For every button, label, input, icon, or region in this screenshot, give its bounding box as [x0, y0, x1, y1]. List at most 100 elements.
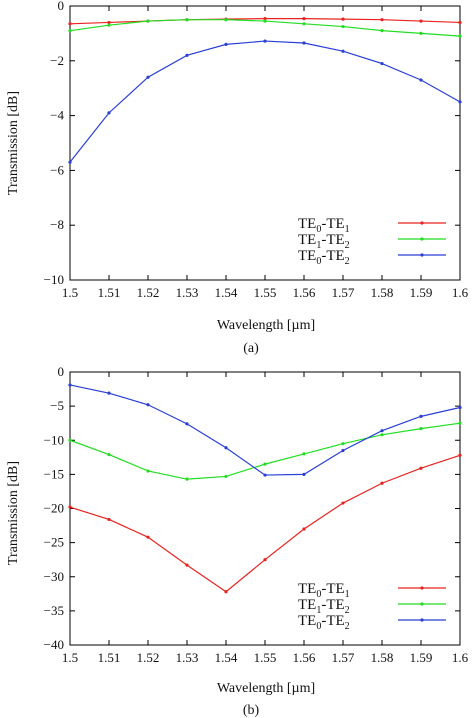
data-point-te1-te2	[458, 421, 462, 425]
data-point-te1-te2	[341, 442, 345, 446]
data-point-te0-te1	[341, 501, 345, 505]
series-line-te0-te2	[69, 40, 461, 163]
data-point-te1-te2	[263, 19, 267, 23]
data-point-te0-te2	[146, 403, 150, 407]
data-point-te1-te2	[107, 23, 111, 27]
x-tick-label: 1.54	[215, 285, 238, 300]
data-point-te1-te2	[185, 18, 189, 22]
x-tick-label: 1.51	[98, 650, 121, 665]
x-tick-label: 1.55	[254, 285, 277, 300]
x-tick-label: 1.53	[176, 650, 199, 665]
data-point-te0-te1	[341, 17, 345, 21]
data-point-te0-te2	[380, 61, 384, 66]
data-point-te1-te2	[224, 474, 228, 479]
y-ticks-group: 0 −5 −10 −15 −20 −25 −30 −35 −40	[44, 364, 460, 652]
data-point-te0-te2	[185, 422, 189, 426]
data-point-te1-te2	[263, 462, 267, 466]
data-point-te0-te2	[341, 49, 345, 53]
data-point-te1-te2	[302, 22, 306, 26]
x-tick-label: 1.59	[410, 285, 433, 300]
data-point-te0-te2	[224, 446, 228, 450]
data-point-te0-te2	[185, 53, 189, 57]
y-tick-label: −25	[44, 535, 64, 550]
x-tick-label: 1.58	[371, 285, 394, 300]
data-point-te1-te2	[68, 438, 72, 442]
x-tick-label: 1.56	[293, 285, 316, 300]
data-point-te0-te1	[224, 590, 228, 594]
x-tick-label: 1.6	[452, 285, 469, 300]
y-tick-label: −8	[50, 217, 64, 232]
x-tick-label: 1.57	[332, 650, 355, 665]
y-tick-label: −35	[44, 603, 64, 618]
x-axis-title: Wavelength [µm]	[217, 318, 315, 333]
legend-label: TE0-TE1	[298, 216, 350, 235]
data-point-te0-te2	[146, 75, 150, 79]
data-point-te0-te1	[68, 505, 72, 509]
data-point-te0-te2	[302, 41, 306, 45]
x-tick-label: 1.5	[62, 285, 78, 300]
x-tick-label: 1.5	[62, 650, 78, 665]
y-tick-label: −2	[50, 53, 64, 68]
data-point-te0-te1	[185, 563, 189, 567]
data-point-te0-te2	[107, 391, 111, 395]
data-point-te0-te2	[380, 429, 384, 433]
data-point-te0-te1	[302, 17, 306, 21]
y-tick-label: −10	[44, 272, 64, 287]
data-point-te1-te2	[68, 29, 72, 33]
data-point-te0-te2	[107, 111, 111, 115]
legend-label: TE1-TE2	[298, 232, 350, 251]
y-tick-label: −30	[44, 569, 64, 584]
legend-label: TE0-TE1	[298, 581, 350, 600]
x-ticks-group: 1.5 1.51 1.52 1.53 1.54 1.55 1.56 1.57 1.58 1.59 1…	[62, 6, 469, 300]
legend-marker	[420, 221, 424, 225]
data-point-te0-te2	[419, 414, 423, 418]
x-tick-label: 1.56	[293, 650, 316, 665]
x-tick-label: 1.52	[137, 285, 160, 300]
data-point-te1-te2	[380, 433, 384, 437]
x-tick-label: 1.51	[98, 285, 121, 300]
y-tick-label: −40	[44, 637, 64, 652]
data-point-te1-te2	[146, 469, 150, 473]
data-point-te1-te2	[380, 29, 384, 33]
data-point-te0-te1	[263, 558, 267, 562]
data-point-te0-te1	[302, 527, 306, 531]
data-point-te0-te1	[380, 18, 384, 22]
y-ticks-group: 0 −2 −4 −6 −8 −10	[44, 0, 460, 287]
data-point-te0-te2	[68, 160, 72, 164]
chart-caption: (a)	[243, 341, 259, 356]
series-line-te0-te2	[69, 384, 461, 476]
data-point-te0-te1	[263, 17, 267, 21]
legend-marker	[420, 586, 424, 590]
y-axis-title: Transmission [dB]	[6, 461, 21, 565]
y-tick-label: 0	[58, 0, 65, 13]
y-tick-label: −15	[44, 466, 64, 481]
x-tick-label: 1.58	[371, 650, 394, 665]
y-axis-title: Transmission [dB]	[6, 91, 21, 195]
data-point-te0-te2	[458, 100, 462, 104]
data-point-te0-te1	[458, 453, 462, 457]
data-point-te1-te2	[224, 18, 228, 22]
data-point-te0-te1	[68, 22, 72, 26]
data-point-te0-te1	[107, 20, 111, 25]
data-point-te0-te2	[458, 405, 462, 410]
data-point-te0-te2	[263, 473, 267, 477]
data-point-te1-te2	[419, 427, 423, 431]
x-tick-label: 1.57	[332, 285, 355, 300]
legend-marker	[420, 602, 424, 606]
legend-label: TE0-TE2	[298, 613, 350, 632]
transmission-chart-b: 0 −5 −10 −15 −20 −25 −30 −35 −40 1.5 1.51 1.52 1.53…	[6, 364, 469, 718]
series-group	[68, 383, 462, 594]
y-tick-label: −4	[50, 108, 64, 123]
legend-label: TE0-TE2	[298, 248, 350, 267]
legend-marker	[420, 253, 424, 257]
y-tick-label: −10	[44, 432, 64, 447]
x-tick-label: 1.52	[137, 650, 160, 665]
x-tick-label: 1.53	[176, 285, 199, 300]
y-tick-label: 0	[58, 364, 65, 379]
data-point-te1-te2	[419, 31, 423, 35]
y-tick-label: −20	[44, 501, 64, 516]
data-point-te1-te2	[341, 24, 345, 29]
data-point-te1-te2	[185, 477, 189, 481]
